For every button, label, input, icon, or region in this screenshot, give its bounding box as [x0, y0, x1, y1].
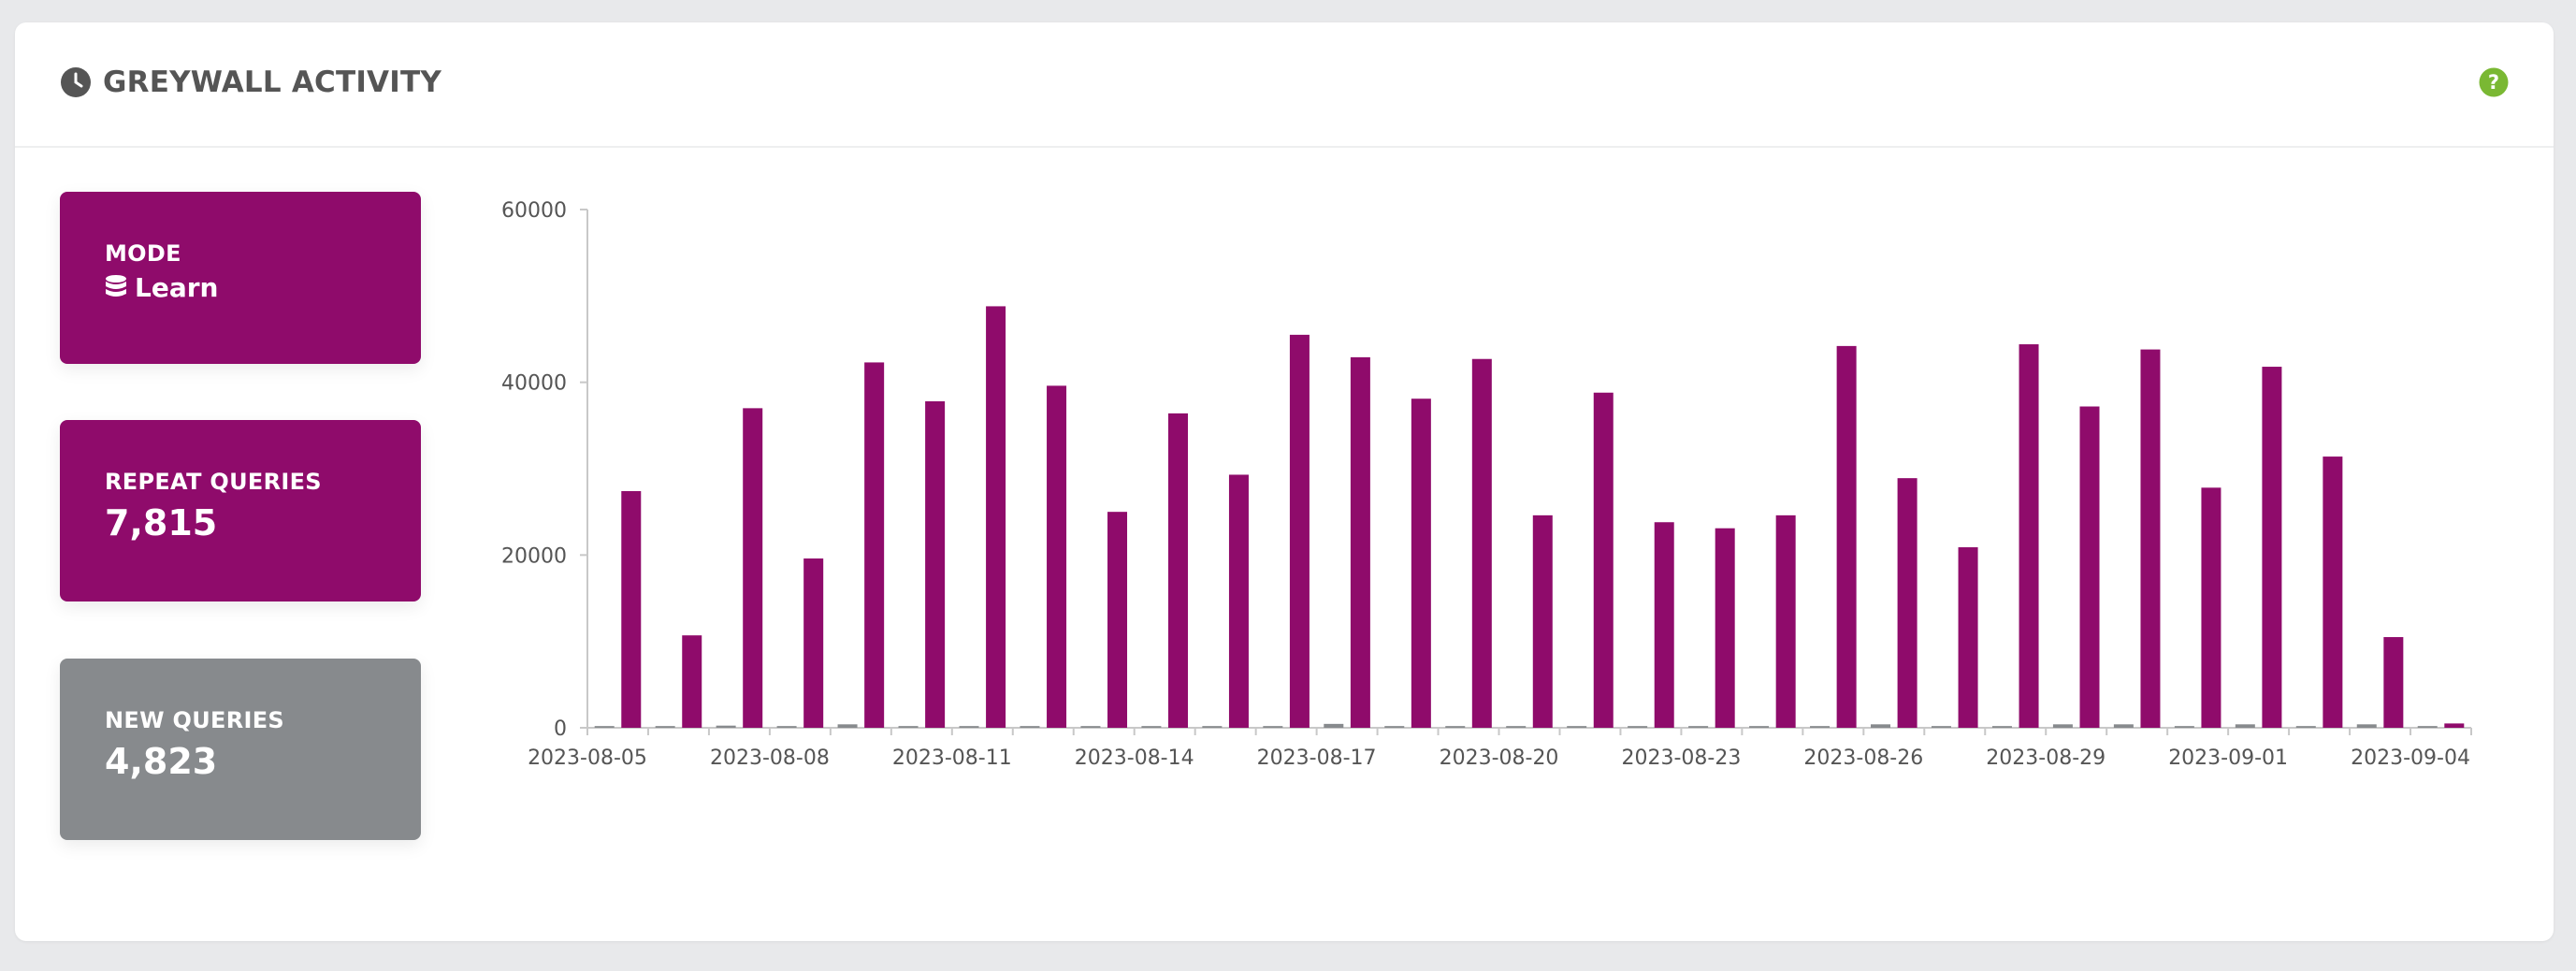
- bar-repeat-queries: [925, 400, 946, 728]
- bar-repeat-queries: [1958, 547, 1978, 728]
- bar-repeat-queries: [682, 635, 702, 728]
- bar-new-queries: [1628, 726, 1648, 728]
- bar-new-queries: [1202, 726, 1223, 728]
- bar-new-queries: [2052, 724, 2073, 728]
- bar-new-queries: [2356, 724, 2377, 728]
- y-tick-label: 0: [554, 717, 567, 741]
- x-tick-label: 2023-08-26: [1803, 746, 1923, 770]
- bar-repeat-queries: [743, 408, 763, 728]
- bar-new-queries: [1688, 726, 1709, 728]
- bar-new-queries: [1445, 726, 1466, 728]
- bar-repeat-queries: [1411, 399, 1431, 728]
- bar-repeat-queries: [2079, 406, 2100, 728]
- bar-repeat-queries: [2323, 457, 2343, 728]
- activity-chart: 0 20000 40000 60000 2023-08-05 2023-08-08 2023…: [501, 199, 2472, 770]
- x-tick-label: 2023-09-01: [2168, 746, 2288, 770]
- bar-repeat-queries: [2383, 637, 2404, 728]
- bar-repeat-queries: [1289, 334, 1310, 728]
- bar-new-queries: [1263, 726, 1283, 728]
- y-tick-label: 20000: [501, 544, 567, 568]
- x-tick-label: 2023-08-29: [1986, 746, 2106, 770]
- new-queries-label: NEW QUERIES: [105, 707, 284, 733]
- bar-repeat-queries: [1593, 392, 1614, 728]
- help-circle-icon[interactable]: ?: [2479, 67, 2509, 97]
- bar-new-queries: [1141, 726, 1162, 728]
- bar-new-queries: [776, 726, 797, 728]
- database-icon: [106, 274, 126, 297]
- bar-new-queries: [1810, 726, 1831, 728]
- mode-label: MODE: [105, 240, 181, 267]
- bar-new-queries: [1384, 726, 1405, 728]
- y-tick-label: 60000: [501, 199, 567, 223]
- bar-repeat-queries: [1836, 345, 1857, 728]
- bar-repeat-queries: [2201, 487, 2221, 728]
- repeat-queries-label: REPEAT QUERIES: [105, 469, 322, 495]
- bar-new-queries: [837, 724, 858, 728]
- bar-new-queries: [1080, 726, 1101, 728]
- bar-repeat-queries: [1532, 514, 1553, 728]
- bar-repeat-queries: [1471, 358, 1492, 728]
- bar-new-queries: [1871, 724, 1891, 728]
- x-tick-label: 2023-08-11: [892, 746, 1012, 770]
- mode-box: MODE Learn: [60, 192, 421, 364]
- bar-repeat-queries: [864, 362, 885, 728]
- bar-repeat-queries: [1897, 478, 1918, 728]
- x-tick-label: 2023-09-04: [2351, 746, 2470, 770]
- bar-repeat-queries: [621, 491, 642, 728]
- bar-repeat-queries: [1107, 512, 1128, 728]
- bar-repeat-queries: [1228, 474, 1249, 728]
- x-tick-label: 2023-08-14: [1075, 746, 1194, 770]
- clock-icon: [61, 67, 91, 97]
- x-tick-label: 2023-08-05: [528, 746, 647, 770]
- bar-new-queries: [2113, 724, 2134, 728]
- y-tick-label: 40000: [501, 372, 567, 396]
- bar-new-queries: [1749, 726, 1770, 728]
- bar-repeat-queries: [986, 306, 1006, 728]
- bar-new-queries: [959, 726, 979, 728]
- bar-new-queries: [2235, 724, 2255, 728]
- bar-new-queries: [1931, 726, 1951, 728]
- bar-new-queries: [716, 725, 736, 728]
- repeat-queries-box: REPEAT QUERIES 7,815: [60, 420, 421, 601]
- x-tick-label: 2023-08-23: [1621, 746, 1741, 770]
- bar-repeat-queries: [1775, 514, 1796, 728]
- svg-text:?: ?: [2488, 71, 2499, 94]
- bar-new-queries: [1991, 726, 2012, 728]
- bar-repeat-queries: [2019, 344, 2039, 728]
- bar-repeat-queries: [2262, 367, 2282, 728]
- bar-repeat-queries: [2140, 349, 2161, 728]
- repeat-queries-value: 7,815: [105, 502, 218, 543]
- bar-new-queries: [1567, 726, 1587, 728]
- bar-repeat-queries: [1047, 385, 1067, 728]
- x-tick-label: 2023-08-20: [1440, 746, 1559, 770]
- bar-repeat-queries: [803, 558, 824, 728]
- bar-repeat-queries: [1654, 522, 1674, 728]
- bar-new-queries: [1506, 726, 1527, 728]
- bar-repeat-queries: [1715, 528, 1735, 728]
- bar-new-queries: [655, 726, 675, 728]
- title-group: GREYWALL ACTIVITY: [60, 65, 441, 99]
- bar-new-queries: [2417, 726, 2438, 728]
- bar-repeat-queries: [1350, 356, 1370, 728]
- bar-new-queries: [1020, 726, 1040, 728]
- new-queries-box: NEW QUERIES 4,823: [60, 659, 421, 840]
- mode-value: Learn: [135, 272, 219, 303]
- greywall-activity-card: GREYWALL ACTIVITY ? MODE Learn REPEAT QU…: [15, 22, 2554, 941]
- bar-repeat-queries: [1167, 413, 1188, 728]
- card-header: GREYWALL ACTIVITY ?: [15, 22, 2554, 148]
- x-tick-label: 2023-08-17: [1257, 746, 1377, 770]
- bar-new-queries: [1324, 723, 1344, 728]
- card-title: GREYWALL ACTIVITY: [103, 65, 441, 99]
- bar-new-queries: [594, 726, 615, 728]
- bar-new-queries: [898, 726, 919, 728]
- bar-repeat-queries: [2444, 723, 2465, 728]
- bar-new-queries: [2174, 726, 2194, 728]
- bar-new-queries: [2295, 726, 2316, 728]
- x-tick-label: 2023-08-08: [710, 746, 830, 770]
- new-queries-value: 4,823: [105, 741, 218, 782]
